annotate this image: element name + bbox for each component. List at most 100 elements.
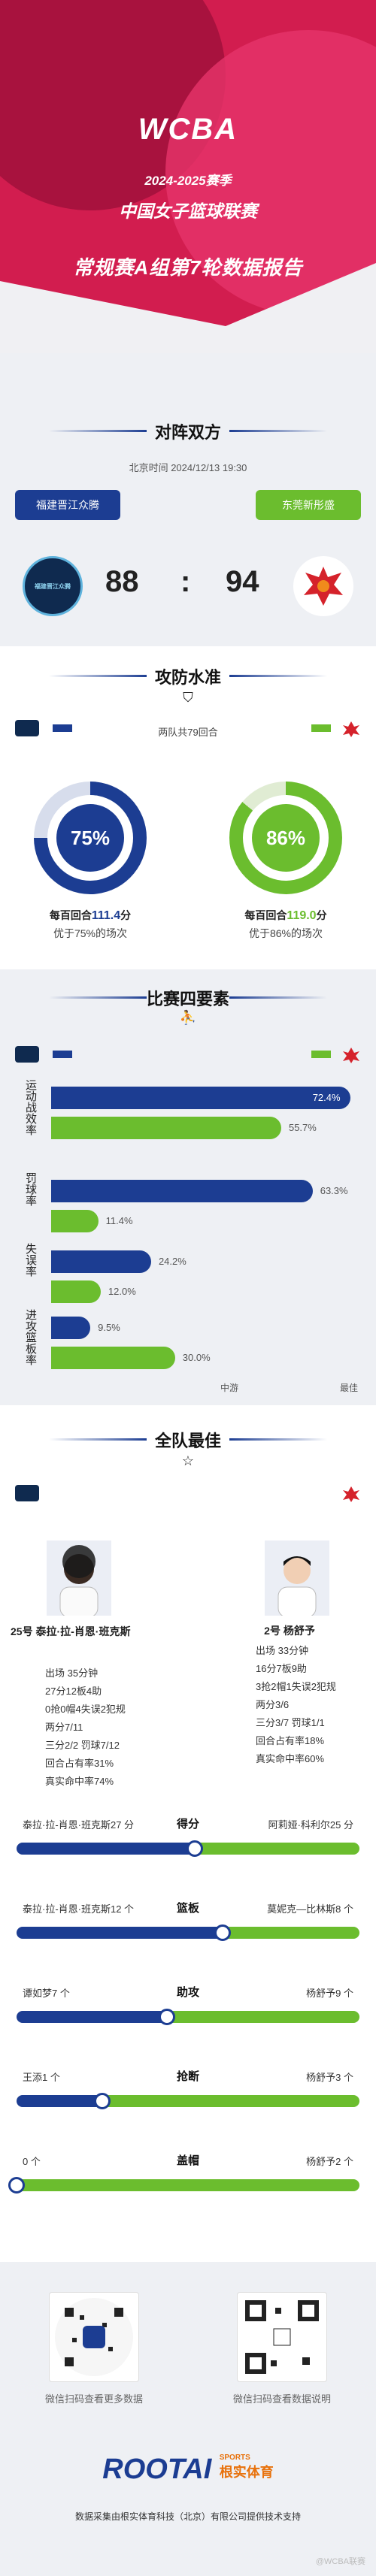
compare-knob [8, 2177, 25, 2194]
home-team-logo: 福建晋江众腾 [23, 556, 83, 616]
compare-home-bar [17, 1927, 223, 1939]
factor-bar-fill-home [51, 1087, 350, 1109]
away-percentile-gauge: 86% [229, 782, 342, 894]
qr1-caption: 微信扫码查看更多数据 [44, 2393, 143, 2405]
compare-home-bar [17, 1843, 195, 1855]
factor-bar-fill-away [51, 1210, 99, 1232]
compare-track [17, 1843, 359, 1855]
factor-label: 进攻篮板率 [24, 1309, 37, 1365]
four-factors-legend [15, 1046, 361, 1064]
factor-value-home: 63.3% [320, 1185, 348, 1196]
home-best-player-name: 25号 泰拉·拉-肖恩·班克斯 [11, 1625, 131, 1637]
offense-legend [15, 720, 361, 738]
factor-bar-away: 55.7% [51, 1117, 361, 1139]
season-label: 2024-2025赛季 [144, 174, 232, 188]
compare-away-label: 杨舒予3 个 [306, 2072, 353, 2083]
away-player-photo [265, 1540, 329, 1616]
away-score: 94 [226, 565, 259, 598]
scale-mid-label: 中游 [220, 1383, 239, 1393]
compare-category: 得分 [176, 1818, 199, 1831]
home-stat-line: 两分7/11 [45, 1722, 83, 1733]
compare-away-bar [222, 1927, 359, 1939]
compare-home-label: 0 个 [23, 2156, 41, 2167]
factor-bar-fill-home [51, 1317, 91, 1339]
away-stat-line: 16分7板9助 [256, 1663, 307, 1674]
scale-max-label: 最佳 [340, 1383, 359, 1393]
factor-bar-away: 30.0% [51, 1347, 361, 1369]
away-stat-line: 出场 33分钟 [256, 1645, 309, 1656]
compare-category: 篮板 [176, 1902, 199, 1915]
compare-away-bar [166, 2011, 359, 2023]
away-best-player-name: 2号 杨舒予 [264, 1625, 315, 1637]
wcba-logo: WCBA [138, 113, 238, 146]
compare-track [17, 2095, 359, 2107]
compare-knob [158, 2009, 175, 2025]
compare-home-label: 泰拉·拉-肖恩·班克斯12 个 [23, 1903, 135, 1915]
factor-bar-away: 11.4% [51, 1210, 361, 1232]
factor-bar-home: 72.4% [51, 1087, 361, 1109]
home-percentile-gauge: 75% [34, 782, 147, 894]
away-stat-line: 两分3/6 [256, 1699, 290, 1710]
factor-label: 运动战效率 [24, 1079, 37, 1135]
possessions-label: 两队共79回合 [158, 727, 218, 738]
rootai-brand-logo: ROOTAI SPORTS 根实体育 [102, 2454, 274, 2485]
home-stat-line: 回合占有率31% [45, 1758, 114, 1769]
away-team-name: 东莞新彤盛 [256, 490, 361, 520]
compare-away-label: 阿莉娅·科利尔25 分 [268, 1819, 353, 1831]
factor-bar-fill-away [51, 1347, 175, 1369]
home-mini-logo-icon [15, 720, 39, 736]
home-score: 88 [105, 565, 139, 598]
star-icon: ☆ [181, 1453, 195, 1468]
factor-bar-fill-home [51, 1250, 151, 1273]
matchup-title: 对阵双方 [154, 423, 221, 442]
factor-bar-fill-away [51, 1280, 101, 1303]
away-stat-line: 真实命中率60% [256, 1753, 325, 1764]
report-title: 常规赛A组第7轮数据报告 [73, 256, 303, 279]
compare-track [17, 1927, 359, 1939]
away-percentile-note: 优于86%的场次 [248, 927, 323, 939]
compare-away-label: 杨舒予2 个 [306, 2156, 353, 2167]
factor-value-away: 55.7% [288, 1122, 317, 1133]
compare-knob [214, 1924, 231, 1941]
compare-knob [186, 1840, 203, 1857]
compare-home-label: 谭如梦7 个 [23, 1988, 70, 1999]
home-player-photo [47, 1540, 111, 1616]
factor-label: 罚球率 [24, 1172, 37, 1206]
factor-value-home: 72.4% [312, 1092, 341, 1103]
factor-bar-away: 12.0% [51, 1280, 361, 1303]
factor-label: 失误率 [24, 1243, 37, 1277]
compare-track [17, 2011, 359, 2023]
factor-value-home: 24.2% [158, 1256, 186, 1267]
home-stat-line: 0抢0帽4失误2犯规 [45, 1704, 126, 1715]
factor-bar-fill-home [51, 1180, 313, 1202]
home-stat-line: 真实命中率74% [45, 1776, 114, 1787]
factor-bar-fill-away [51, 1117, 281, 1139]
factor-bar-home: 9.5% [51, 1317, 361, 1339]
home-team-name: 福建晋江众腾 [15, 490, 120, 520]
away-team-logo [293, 556, 353, 616]
away-stat-line: 三分3/7 罚球1/1 [256, 1717, 325, 1728]
compare-home-bar [17, 2011, 167, 2023]
away-mini-logo-icon [341, 1046, 361, 1064]
qr-code-more-data[interactable] [49, 2292, 139, 2382]
home-stat-line: 出场 35分钟 [45, 1667, 99, 1679]
qr-code-data-guide[interactable] [237, 2292, 327, 2382]
best-players-title: 全队最佳 [154, 1432, 221, 1450]
home-stat-line: 27分12板4助 [45, 1686, 102, 1697]
compare-away-label: 莫妮克—比林斯8 个 [267, 1903, 353, 1915]
compare-away-bar [17, 2179, 359, 2191]
home-mini-logo-icon [15, 1485, 39, 1501]
shield-icon: ⛉ [183, 690, 193, 705]
basketball-player-icon: ⛹ [179, 1010, 197, 1025]
compare-home-label: 泰拉·拉-肖恩·班克斯27 分 [23, 1819, 135, 1831]
factor-bar-home: 24.2% [51, 1250, 361, 1273]
four-factors-title: 比赛四要素 [146, 990, 229, 1008]
best-legend [15, 1485, 361, 1503]
compare-knob [94, 2093, 111, 2109]
game-time: 北京时间 2024/12/13 19:30 [129, 462, 247, 473]
offense-title: 攻防水准 [154, 668, 221, 687]
compare-away-bar [102, 2095, 359, 2107]
factor-value-away: 30.0% [182, 1352, 211, 1363]
home-percentile-note: 优于75%的场次 [53, 927, 128, 939]
league-title: 中国女子篮球联赛 [119, 201, 257, 221]
